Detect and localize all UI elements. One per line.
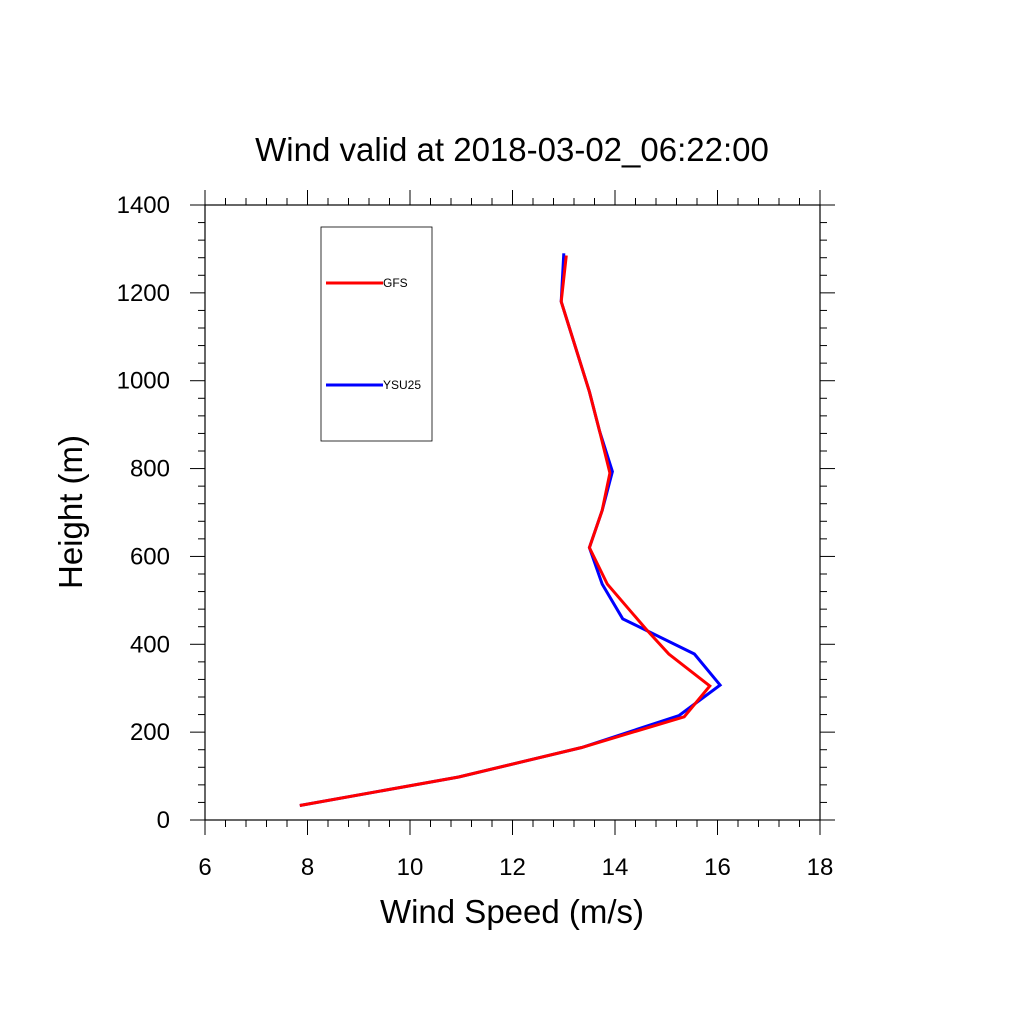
y-tick-label: 200 [130,719,170,746]
y-tick-label: 1000 [117,368,170,395]
x-tick-label: 6 [198,854,211,881]
legend-box [320,226,433,442]
x-tick-label: 12 [499,854,526,881]
x-tick-label: 18 [807,854,834,881]
x-axis-tick-labels: 6 8 10 12 14 16 18 [198,854,833,881]
x-tick-label: 10 [397,854,424,881]
x-axis-label: Wind Speed (m/s) [380,893,644,930]
legend-label-ysu25: YSU25 [383,378,421,392]
x-tick-label: 8 [301,854,314,881]
chart-title: Wind valid at 2018-03-02_06:22:00 [255,131,769,168]
y-tick-label: 800 [130,456,170,483]
y-tick-label: 1400 [117,192,170,219]
y-tick-label: 600 [130,543,170,570]
y-tick-label: 1200 [117,280,170,307]
axis-ticks [190,190,835,835]
series-line-gfs [299,255,712,807]
legend: GFS YSU25 [320,226,433,442]
x-tick-label: 14 [602,854,629,881]
x-tick-label: 16 [704,854,731,881]
legend-label-gfs: GFS [383,276,408,290]
y-axis-tick-labels: 0 200 400 600 800 1000 1200 1400 [117,192,170,834]
y-axis-label: Height (m) [52,435,89,589]
y-tick-label: 400 [130,631,170,658]
y-tick-label: 0 [157,807,170,834]
plot-area-frame [204,204,821,821]
series-lines [299,253,723,807]
